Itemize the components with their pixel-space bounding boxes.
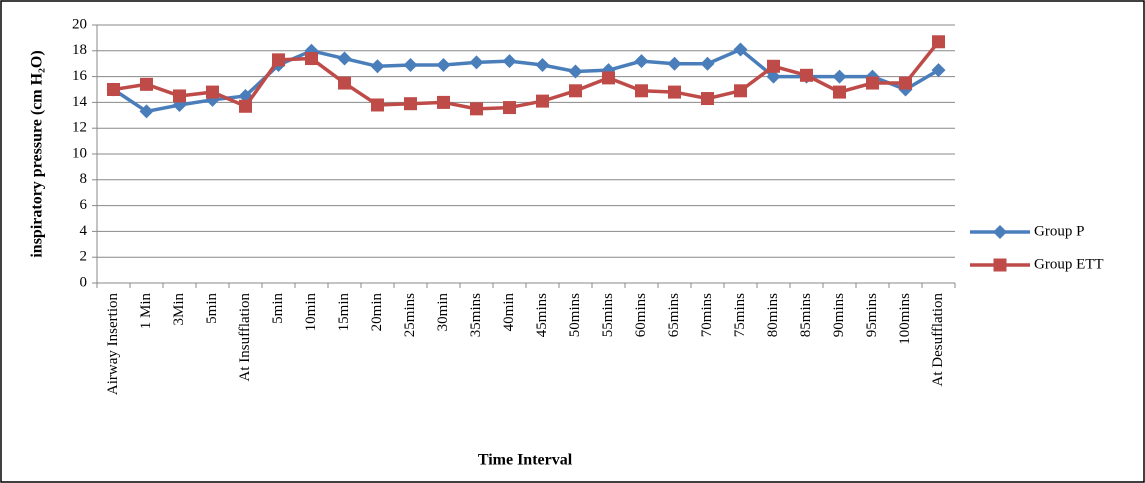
- data-point: [832, 69, 847, 84]
- data-point: [107, 83, 120, 96]
- data-point: [766, 69, 781, 84]
- data-point: [536, 94, 549, 108]
- data-point: [602, 71, 615, 85]
- x-tick-label: 3Min: [171, 293, 187, 326]
- data-point: [370, 59, 385, 74]
- data-point: [470, 102, 483, 116]
- y-tick-label: 4: [80, 223, 88, 239]
- x-tick-label: 10min: [303, 293, 319, 332]
- data-point: [767, 59, 780, 73]
- data-point: [535, 57, 550, 72]
- data-point: [734, 84, 747, 98]
- x-tick-label: 45mins: [534, 293, 550, 337]
- data-point: [139, 104, 154, 119]
- legend-label: Group P: [1034, 223, 1084, 239]
- y-tick-label: 6: [80, 197, 88, 213]
- legend-marker: [993, 225, 1007, 239]
- data-point: [899, 76, 912, 90]
- x-axis-title: Time Interval: [478, 452, 573, 469]
- x-tick-label: 100mins: [897, 293, 913, 345]
- y-tick-label: 0: [80, 274, 88, 290]
- data-point: [305, 52, 318, 66]
- x-tick-label: 75mins: [732, 293, 748, 337]
- data-point: [436, 57, 451, 72]
- data-point: [931, 63, 946, 78]
- x-tick-label: 95mins: [864, 293, 880, 337]
- y-axis-title: inspiratory pressure (cm H₂O): [29, 50, 46, 257]
- x-tick-label: At Desufflation: [930, 293, 946, 387]
- x-tick-label: 5min: [204, 293, 220, 324]
- data-point: [437, 95, 450, 109]
- data-point: [701, 92, 714, 106]
- data-point: [140, 77, 153, 91]
- data-point: [403, 57, 418, 72]
- y-tick-label: 12: [72, 120, 87, 136]
- x-tick-label: Airway Insertion: [105, 293, 121, 396]
- x-tick-label: 65mins: [666, 293, 682, 337]
- x-tick-label: 5min: [270, 293, 286, 324]
- data-point: [502, 54, 517, 69]
- data-point: [371, 98, 384, 112]
- x-tick-label: 60mins: [633, 293, 649, 337]
- x-tick-label: 35mins: [468, 293, 484, 337]
- x-tick-label: 25mins: [402, 293, 418, 337]
- data-point: [635, 84, 648, 98]
- data-point: [272, 53, 285, 67]
- x-tick-label: 90mins: [831, 293, 847, 337]
- data-point: [503, 101, 516, 115]
- data-point: [337, 51, 352, 66]
- data-point: [668, 85, 681, 99]
- y-tick-label: 20: [72, 16, 87, 32]
- legend-label: Group ETT: [1034, 256, 1104, 272]
- data-point: [239, 99, 252, 113]
- x-tick-label: 50mins: [567, 293, 583, 337]
- data-point: [469, 55, 484, 70]
- x-tick-label: 30min: [435, 293, 451, 332]
- x-tick-label: 85mins: [798, 293, 814, 337]
- data-point: [833, 85, 846, 99]
- data-point: [700, 56, 715, 71]
- x-tick-label: 20min: [369, 293, 385, 332]
- data-point: [206, 85, 219, 99]
- x-tick-label: 1 Min: [138, 293, 154, 330]
- x-tick-label: At Insufflation: [237, 293, 253, 382]
- x-tick-label: 70mins: [699, 293, 715, 337]
- data-point: [866, 76, 879, 90]
- x-tick-label: 80mins: [765, 293, 781, 337]
- y-tick-label: 8: [80, 171, 88, 187]
- data-point: [634, 54, 649, 69]
- data-point: [667, 56, 682, 71]
- y-tick-label: 16: [72, 68, 88, 84]
- data-point: [733, 42, 748, 57]
- x-tick-label: 55mins: [600, 293, 616, 337]
- legend-marker: [993, 258, 1007, 272]
- x-tick-label: 15min: [336, 293, 352, 332]
- data-point: [404, 97, 417, 111]
- data-point: [173, 89, 186, 103]
- y-tick-label: 2: [80, 249, 88, 265]
- y-tick-label: 18: [72, 42, 87, 58]
- data-point: [338, 76, 351, 90]
- y-tick-label: 10: [72, 145, 87, 161]
- x-tick-label: 40min: [501, 293, 517, 332]
- y-tick-label: 14: [72, 94, 88, 110]
- data-point: [568, 64, 583, 79]
- data-point: [932, 35, 945, 49]
- data-point: [800, 68, 813, 82]
- data-point: [569, 84, 582, 98]
